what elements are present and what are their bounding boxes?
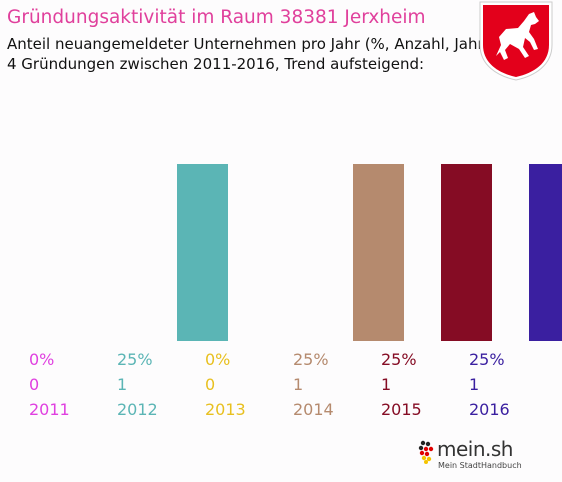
year-label-2014: 2014 xyxy=(293,400,334,419)
year-label-2013: 2013 xyxy=(205,400,246,419)
mein-sh-logo: mein.sh Mein StadtHandbuch xyxy=(414,435,524,475)
chart-subtitle: Anteil neuangemeldeter Unternehmen pro J… xyxy=(7,34,490,74)
bar-2014 xyxy=(353,164,404,341)
count-label-2015: 1 xyxy=(381,375,391,394)
logo-tagline: Mein StadtHandbuch xyxy=(438,461,522,470)
count-label-2013: 0 xyxy=(205,375,215,394)
year-label-2012: 2012 xyxy=(117,400,158,419)
bar-2012 xyxy=(177,164,228,341)
subtitle-line-2: 4 Gründungen zwischen 2011-2016, Trend a… xyxy=(7,55,425,73)
chart-title: Gründungsaktivität im Raum 38381 Jerxhei… xyxy=(7,7,426,28)
bar-2015 xyxy=(441,164,492,341)
logo-wordmark[interactable]: mein.sh xyxy=(437,437,513,461)
percent-label-2011: 0% xyxy=(29,350,54,369)
percent-label-2015: 25% xyxy=(381,350,417,369)
count-label-2012: 1 xyxy=(117,375,127,394)
year-label-2015: 2015 xyxy=(381,400,422,419)
germany-flag-dots-icon xyxy=(418,440,434,464)
percent-label-2014: 25% xyxy=(293,350,329,369)
percent-label-2013: 0% xyxy=(205,350,230,369)
count-label-2016: 1 xyxy=(469,375,479,394)
year-label-2016: 2016 xyxy=(469,400,510,419)
lower-saxony-horse-crest-icon xyxy=(479,1,553,81)
subtitle-line-1: Anteil neuangemeldeter Unternehmen pro J… xyxy=(7,35,490,53)
percent-label-2016: 25% xyxy=(469,350,505,369)
year-label-2011: 2011 xyxy=(29,400,70,419)
count-label-2011: 0 xyxy=(29,375,39,394)
count-label-2014: 1 xyxy=(293,375,303,394)
bar-2016 xyxy=(529,164,562,341)
percent-label-2012: 25% xyxy=(117,350,153,369)
